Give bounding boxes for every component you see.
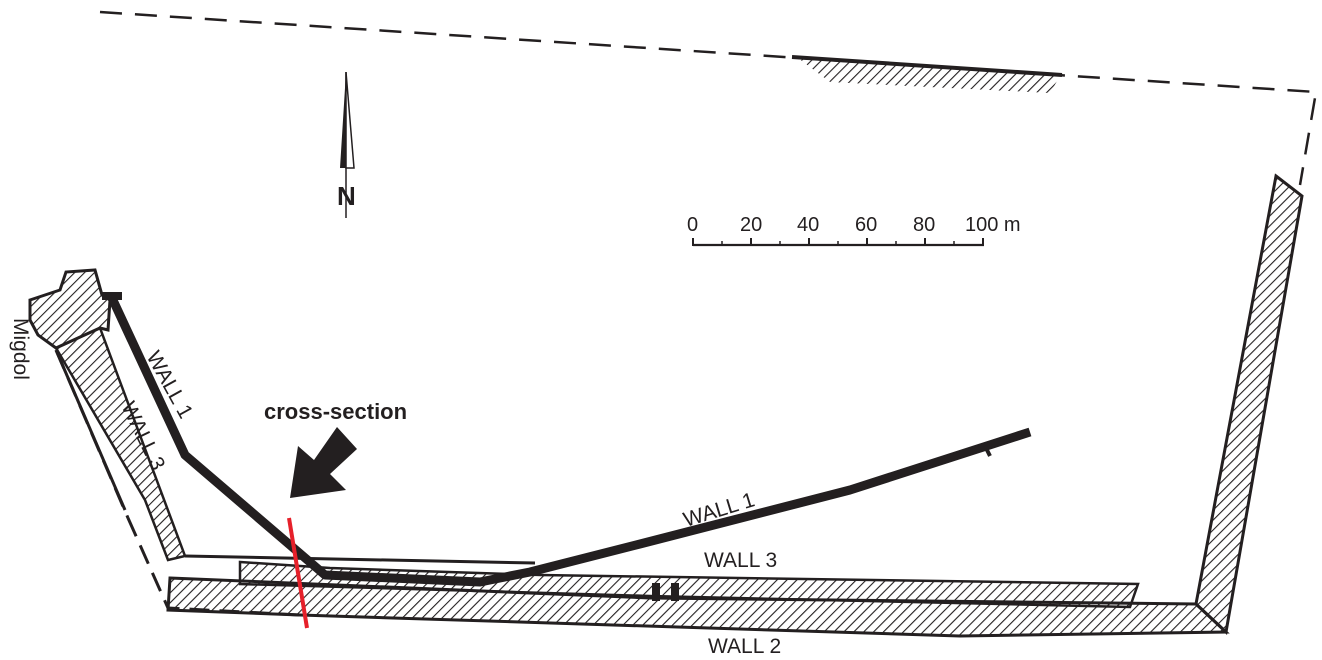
- south-gate: [652, 583, 679, 601]
- wall-3-south: [238, 560, 1140, 609]
- wall-3-inner-edge: [184, 554, 536, 565]
- scale-tick-20: 20: [740, 214, 762, 236]
- site-boundary-dashed: [99, 10, 1318, 186]
- wall-1: [107, 296, 1032, 587]
- scale-tick-80: 80: [913, 214, 935, 236]
- wall-3-south-label: WALL 3: [704, 549, 777, 572]
- scale-tick-100: 100 m: [965, 214, 1021, 236]
- migdol-tower: [28, 268, 112, 350]
- scale-tick-40: 40: [797, 214, 819, 236]
- scale-bar: 0 20 40 60 80 100 m: [687, 214, 1021, 247]
- scale-tick-0: 0: [687, 214, 698, 236]
- east-wall: [1194, 173, 1304, 635]
- migdol-label: Migdol: [9, 318, 32, 380]
- cross-section-label: cross-section: [264, 399, 407, 424]
- wall-1-spur: [983, 445, 992, 457]
- north-label: N: [337, 181, 356, 211]
- wall-1-end: [102, 292, 122, 300]
- cross-section-arrow: [290, 427, 357, 498]
- wall-2-label: WALL 2: [708, 635, 781, 658]
- north-escarpment: [791, 55, 1063, 93]
- west-boundary-solid: [54, 349, 127, 511]
- scale-tick-60: 60: [855, 214, 877, 236]
- cross-section-line: [287, 517, 309, 629]
- north-arrow: N: [337, 71, 356, 218]
